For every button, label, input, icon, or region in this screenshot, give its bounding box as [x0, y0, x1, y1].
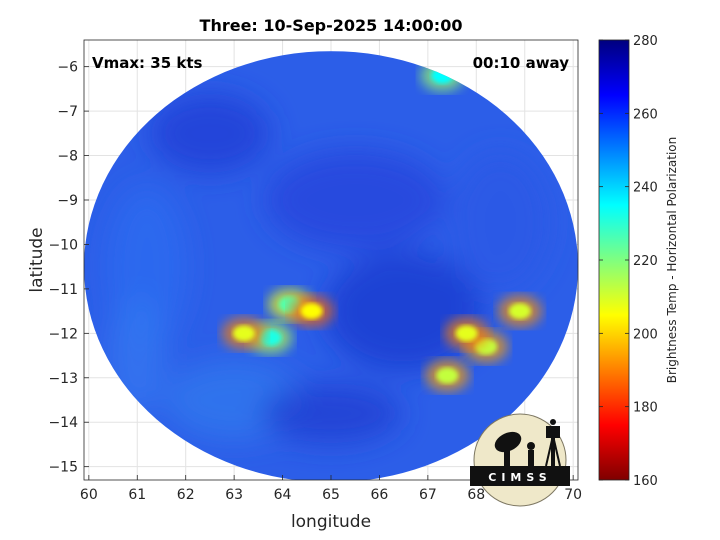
colorbar-tick-label: 160 — [633, 474, 658, 489]
y-tick-label: −15 — [48, 460, 78, 476]
colorbar-tick-label: 200 — [633, 327, 658, 342]
colorbar-tick-label: 220 — [633, 254, 658, 269]
y-tick-label: −13 — [48, 371, 78, 387]
convective-cell — [497, 295, 542, 328]
x-tick-label: 60 — [80, 487, 98, 503]
x-tick-label: 62 — [177, 487, 195, 503]
y-axis-label: latitude — [27, 227, 47, 292]
y-tick-label: −14 — [48, 415, 78, 431]
texture-blob — [450, 152, 551, 293]
x-tick-label: 65 — [322, 487, 340, 503]
colorbar — [598, 39, 630, 481]
x-tick-label: 68 — [467, 487, 485, 503]
texture-blob — [323, 251, 484, 372]
y-tick-label: −7 — [57, 104, 78, 120]
y-tick-label: −11 — [48, 282, 78, 298]
convective-cell — [221, 317, 266, 350]
swath-texture — [106, 93, 551, 444]
swath-features — [221, 59, 542, 392]
y-tick-label: −8 — [57, 149, 78, 165]
colorbar-tick-label: 180 — [633, 401, 658, 416]
colorbar-label: Brightness Temp - Horizontal Polarizatio… — [665, 137, 679, 384]
colorbar-tick-label: 280 — [633, 34, 658, 49]
cimss-logo: CIMSS — [470, 413, 570, 507]
logo-text: CIMSS — [488, 471, 551, 484]
chart-title: Three: 10-Sep-2025 14:00:00 — [200, 16, 463, 35]
convective-cell — [425, 359, 470, 392]
y-tick-label: −9 — [57, 193, 78, 209]
convective-cell — [289, 295, 334, 328]
colorbar-ticks: 160 180 200 220 240 260 280 — [599, 34, 658, 489]
y-tick-label: −10 — [48, 237, 78, 253]
x-axis-label: longitude — [291, 512, 371, 532]
x-tick-label: 67 — [419, 487, 437, 503]
x-tick-label: 70 — [564, 487, 582, 503]
x-tick-label: 63 — [225, 487, 243, 503]
y-tick-label: −6 — [57, 60, 78, 76]
x-tick-label: 61 — [128, 487, 146, 503]
time-away-annotation: 00:10 away — [473, 54, 570, 72]
y-axis: −6 −7 −8 −9 −10 −11 −12 −13 −14 −15 — [48, 60, 89, 476]
vmax-annotation: Vmax: 35 kts — [92, 54, 202, 72]
y-tick-label: −12 — [48, 326, 78, 342]
texture-blob — [265, 150, 446, 250]
texture-blob — [261, 383, 401, 444]
convective-cell — [444, 317, 489, 350]
texture-blob — [149, 93, 270, 174]
colorbar-tick-label: 240 — [633, 181, 658, 196]
swath-image — [84, 51, 578, 480]
x-tick-label: 64 — [274, 487, 292, 503]
x-tick-label: 66 — [371, 487, 389, 503]
colorbar-tick-label: 260 — [633, 107, 658, 122]
